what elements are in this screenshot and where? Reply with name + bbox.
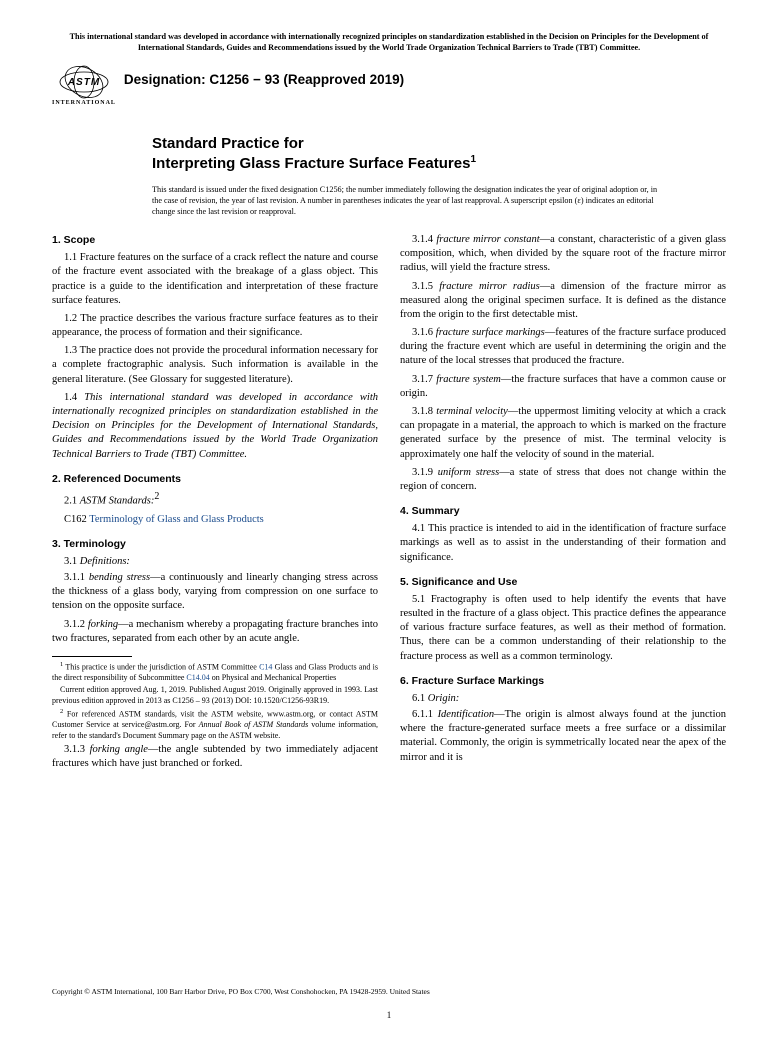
- def-3-1-7: 3.1.7 fracture system—the fracture surfa…: [400, 373, 726, 401]
- para-1-2: 1.2 The practice describes the various f…: [52, 312, 378, 340]
- title-block: Standard Practice for Interpreting Glass…: [152, 135, 726, 174]
- body-columns: 1. Scope 1.1 Fracture features on the su…: [52, 233, 726, 772]
- page-number: 1: [52, 1009, 726, 1021]
- issuance-note: This standard is issued under the fixed …: [152, 184, 662, 217]
- ref-c162: C162 Terminology of Glass and Glass Prod…: [52, 513, 378, 527]
- para-1-1: 1.1 Fracture features on the surface of …: [52, 251, 378, 308]
- def-3-1-5: 3.1.5 fracture mirror radius—a dimension…: [400, 280, 726, 323]
- para-6-1-1: 6.1.1 Identification—The origin is almos…: [400, 708, 726, 765]
- svg-text:ASTM: ASTM: [67, 77, 100, 88]
- section-6-head: 6. Fracture Surface Markings: [400, 674, 726, 688]
- para-3-1: 3.1 Definitions:: [52, 555, 378, 569]
- para-4-1: 4.1 This practice is intended to aid in …: [400, 522, 726, 565]
- para-1-4: 1.4 This international standard was deve…: [52, 391, 378, 462]
- astm-logo-icon: ASTM: [58, 65, 110, 99]
- def-3-1-9: 3.1.9 uniform stress—a state of stress t…: [400, 466, 726, 494]
- section-3-head: 3. Terminology: [52, 537, 378, 551]
- link-c14-04[interactable]: C14.04: [186, 673, 209, 682]
- section-1-head: 1. Scope: [52, 233, 378, 247]
- section-5-head: 5. Significance and Use: [400, 575, 726, 589]
- footnote-2: 2 For referenced ASTM standards, visit t…: [52, 708, 378, 741]
- footnote-1b: Current edition approved Aug. 1, 2019. P…: [52, 685, 378, 706]
- header: ASTM INTERNATIONAL Designation: C1256 − …: [52, 65, 726, 107]
- def-3-1-6: 3.1.6 fracture surface markings—features…: [400, 326, 726, 369]
- title-main: Interpreting Glass Fracture Surface Feat…: [152, 154, 726, 174]
- top-notice: This international standard was develope…: [52, 32, 726, 61]
- para-2-1: 2.1 ASTM Standards:2: [52, 490, 378, 509]
- title-kicker: Standard Practice for: [152, 135, 726, 154]
- link-c162[interactable]: Terminology of Glass and Glass Products: [89, 514, 264, 525]
- footnote-rule: [52, 656, 132, 657]
- link-c14[interactable]: C14: [259, 663, 272, 672]
- astm-logo: ASTM INTERNATIONAL: [52, 65, 116, 107]
- designation: Designation: C1256 − 93 (Reapproved 2019…: [124, 71, 404, 89]
- title-footnote-ref: 1: [470, 154, 476, 165]
- section-2-head: 2. Referenced Documents: [52, 472, 378, 486]
- footer: Copyright © ASTM International, 100 Barr…: [52, 987, 726, 1021]
- para-5-1: 5.1 Fractography is often used to help i…: [400, 593, 726, 664]
- section-4-head: 4. Summary: [400, 504, 726, 518]
- footnote-1: 1 This practice is under the jurisdictio…: [52, 661, 378, 683]
- def-3-1-3: 3.1.3 forking angle—the angle subtended …: [52, 743, 378, 771]
- def-3-1-8: 3.1.8 terminal velocity—the uppermost li…: [400, 405, 726, 462]
- para-1-3: 1.3 The practice does not provide the pr…: [52, 344, 378, 387]
- logo-subtext: INTERNATIONAL: [52, 99, 116, 107]
- def-3-1-4: 3.1.4 fracture mirror constant—a constan…: [400, 233, 726, 276]
- copyright: Copyright © ASTM International, 100 Barr…: [52, 987, 726, 997]
- para-6-1: 6.1 Origin:: [400, 692, 726, 706]
- def-3-1-1: 3.1.1 bending stress—a continuously and …: [52, 571, 378, 614]
- def-3-1-2: 3.1.2 forking—a mechanism whereby a prop…: [52, 618, 378, 646]
